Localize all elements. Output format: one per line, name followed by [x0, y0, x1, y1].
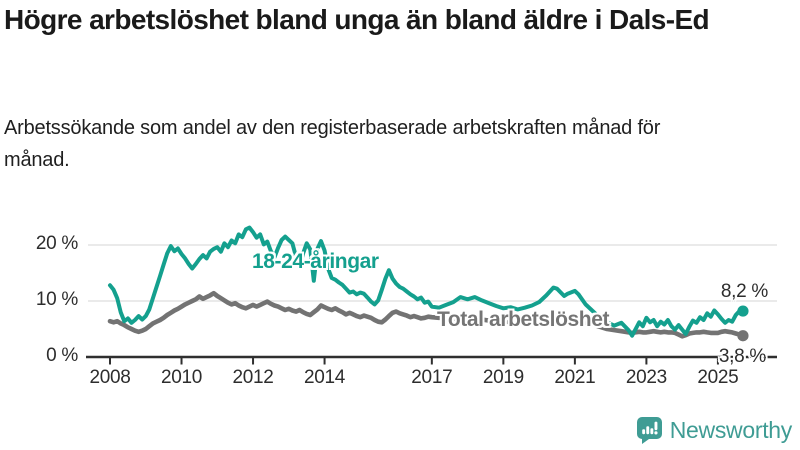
end-value-total: 3,8 %: [718, 346, 766, 367]
end-value-young: 8,2 %: [720, 281, 768, 302]
series-end-dot-young: [737, 305, 749, 317]
x-tick-label: 2019: [482, 367, 524, 388]
brand-footer: Newsworthy: [636, 417, 793, 444]
series-line-young: [108, 225, 745, 338]
x-tick-label: 2021: [554, 367, 596, 388]
y-tick-label: 0 %: [46, 345, 78, 366]
series-label-total: Total arbetslöshet: [437, 308, 610, 331]
series-label-young: 18-24-åringar: [252, 250, 379, 273]
brand-name: Newsworthy: [669, 417, 793, 443]
series-end-dot-total: [737, 330, 749, 342]
series-line-total: [107, 290, 746, 339]
y-tick-label: 20 %: [35, 233, 78, 254]
chart-subtitle: Arbetssökande som andel av den registerb…: [4, 117, 661, 172]
chart-title: Högre arbetslöshet bland unga än bland ä…: [4, 4, 710, 35]
newsworthy-logo-icon: [636, 417, 662, 444]
x-tick-label: 2010: [160, 367, 203, 388]
x-tick-label: 2012: [232, 367, 274, 388]
x-tick-label: 2008: [89, 367, 131, 388]
y-tick-label: 10 %: [35, 289, 78, 310]
x-tick-label: 2025: [697, 367, 739, 388]
x-tick-label: 2014: [304, 367, 346, 388]
x-tick-label: 2023: [625, 367, 667, 388]
x-tick-label: 2017: [411, 367, 453, 388]
